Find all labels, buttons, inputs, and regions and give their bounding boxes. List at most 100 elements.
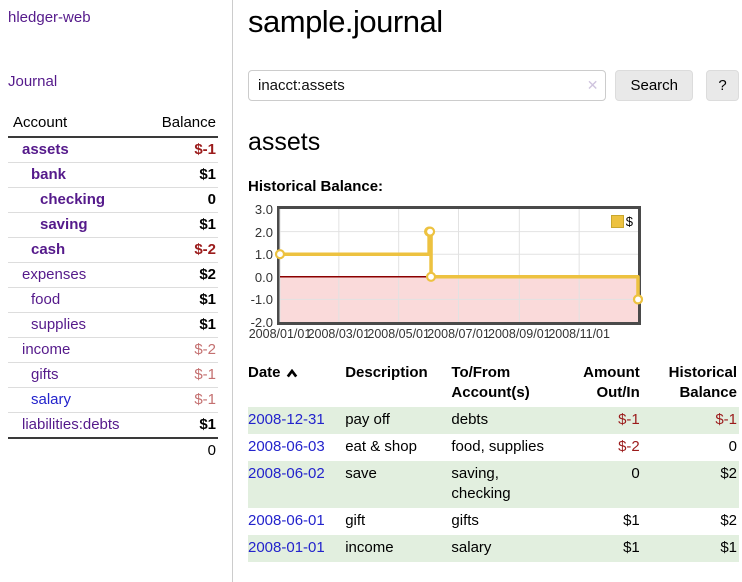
account-link-food[interactable]: food: [31, 291, 61, 308]
transaction-balance: $1: [720, 539, 737, 556]
account-link-salary[interactable]: salary: [31, 391, 72, 408]
account-balance: $-1: [194, 141, 216, 158]
transaction-balance: $-1: [715, 411, 737, 428]
account-link-cash[interactable]: cash: [31, 241, 66, 258]
account-row: supplies $1: [8, 312, 218, 337]
transaction-accounts: saving, checking: [451, 465, 511, 502]
account-link-liabilities-debts[interactable]: liabilities:debts: [22, 416, 120, 433]
account-row: cash $-2: [8, 237, 218, 262]
x-tick-label: 2008/09/01: [488, 327, 551, 341]
account-balance: $2: [199, 266, 216, 283]
account-row: expenses $2: [8, 262, 218, 287]
y-tick-label: 1.0: [254, 247, 273, 263]
transaction-amount: $-1: [618, 411, 640, 428]
legend-label: $: [625, 214, 633, 229]
transaction-amount: $1: [623, 539, 640, 556]
x-tick-label: 2008/07/01: [427, 327, 490, 341]
transaction-description: pay off: [345, 411, 390, 428]
account-link-assets[interactable]: assets: [22, 141, 69, 158]
account-row: liabilities:debts $1: [8, 412, 218, 437]
chart-y-axis: 3.0 2.0 1.0 0.0 -1.0 -2.0: [248, 202, 277, 342]
account-link-supplies[interactable]: supplies: [31, 316, 87, 333]
accounts-rows: assets $-1 bank $1 checking 0 saving $1 cash $-2 e…: [8, 138, 218, 439]
sidebar-item-journal[interactable]: Journal: [8, 73, 58, 90]
transaction-date-link[interactable]: 2008-06-03: [248, 438, 325, 455]
account-row: gifts $-1: [8, 362, 218, 387]
transaction-description: eat & shop: [345, 438, 417, 455]
account-link-income[interactable]: income: [22, 341, 71, 358]
account-row: food $1: [8, 287, 218, 312]
date-sort-header[interactable]: Date: [248, 363, 345, 383]
account-balance: $-2: [194, 241, 216, 258]
search-box: ✕: [248, 70, 607, 101]
accounts-header-balance: Balance: [161, 114, 216, 131]
account-row: income $-2: [8, 337, 218, 362]
transaction-amount: 0: [631, 465, 640, 482]
x-tick-label: 2008/03/01: [307, 327, 371, 341]
transaction-description: save: [345, 465, 377, 482]
transaction-amount: $1: [623, 512, 640, 529]
historical-balance-chart: 3.0 2.0 1.0 0.0 -1.0 -2.0 $ 2008/01/01 2008/03…: [248, 202, 739, 342]
main-content: sample.journal ✕ Search ? assets Histori…: [233, 0, 742, 582]
account-row: assets $-1: [8, 138, 218, 162]
y-tick-label: 2.0: [254, 224, 273, 240]
account-link-saving[interactable]: saving: [40, 216, 88, 233]
account-row: bank $1: [8, 162, 218, 187]
x-tick-label: 2008/11/01: [548, 327, 610, 341]
accounts-table-header: Account Balance: [8, 111, 218, 138]
transaction-row: 2008-12-31 pay off debts $-1 $-1: [248, 407, 739, 434]
transaction-date-link[interactable]: 2008-01-01: [248, 539, 325, 556]
accounts-total: 0: [207, 442, 216, 459]
account-balance: 0: [207, 191, 216, 208]
transaction-accounts: debts: [451, 411, 489, 428]
transactions-header-row: Date Description To/From Account(s) Amou…: [248, 361, 739, 407]
search-form: ✕ Search ?: [248, 70, 739, 101]
transaction-accounts: food, supplies: [451, 438, 544, 455]
search-button[interactable]: Search: [615, 70, 693, 101]
transaction-row: 2008-06-01 gift gifts $1 $2: [248, 508, 739, 535]
y-tick-label: -1.0: [250, 292, 273, 308]
account-balance: $1: [199, 291, 216, 308]
chart-canvas: [274, 209, 644, 322]
description-header: Description: [345, 364, 428, 381]
transaction-balance: $2: [720, 465, 737, 482]
transaction-row: 2008-06-02 save saving, checking 0 $2: [248, 461, 739, 508]
sort-ascending-icon: [286, 368, 297, 377]
transaction-date-link[interactable]: 2008-06-02: [248, 465, 325, 482]
balance-header: Historical Balance: [668, 364, 737, 401]
amount-header: Amount Out/In: [583, 364, 640, 401]
account-balance: $-1: [194, 391, 216, 408]
app-title-link[interactable]: hledger-web: [8, 9, 91, 26]
account-link-checking[interactable]: checking: [40, 191, 106, 208]
transaction-date-link[interactable]: 2008-12-31: [248, 411, 325, 428]
accounts-header: To/From Account(s): [451, 364, 530, 401]
account-balance: $-2: [194, 341, 216, 358]
clear-search-icon[interactable]: ✕: [586, 77, 599, 93]
search-input[interactable]: [248, 70, 607, 101]
transaction-description: gift: [345, 512, 366, 529]
transaction-balance: $2: [720, 512, 737, 529]
account-link-expenses[interactable]: expenses: [22, 266, 87, 283]
chart-plot-area: $: [274, 206, 644, 325]
transaction-accounts: salary: [451, 539, 492, 556]
account-row: salary $-1: [8, 387, 218, 412]
page-title: sample.journal: [248, 4, 443, 39]
account-balance: $-1: [194, 366, 216, 383]
y-tick-label: 0.0: [254, 269, 273, 285]
chart-title: Historical Balance:: [248, 178, 384, 195]
chart-x-axis: 2008/01/01 2008/03/01 2008/05/01 2008/07/01…: [249, 325, 641, 342]
account-row: saving $1: [8, 212, 218, 237]
help-button[interactable]: ?: [706, 70, 739, 101]
y-tick-label: 3.0: [254, 202, 273, 217]
account-link-gifts[interactable]: gifts: [31, 366, 59, 383]
account-link-bank[interactable]: bank: [31, 166, 67, 183]
sidebar: hledger-web Journal Account Balance asse…: [0, 0, 233, 582]
account-row: checking 0: [8, 187, 218, 212]
transactions-table: Date Description To/From Account(s) Amou…: [248, 361, 739, 562]
transaction-date-link[interactable]: 2008-06-01: [248, 512, 325, 529]
account-balance: $1: [199, 316, 216, 333]
transaction-row: 2008-06-03 eat & shop food, supplies $-2 0: [248, 434, 739, 461]
x-tick-label: 2008/01/01: [248, 327, 312, 341]
account-balance: $1: [199, 166, 216, 183]
